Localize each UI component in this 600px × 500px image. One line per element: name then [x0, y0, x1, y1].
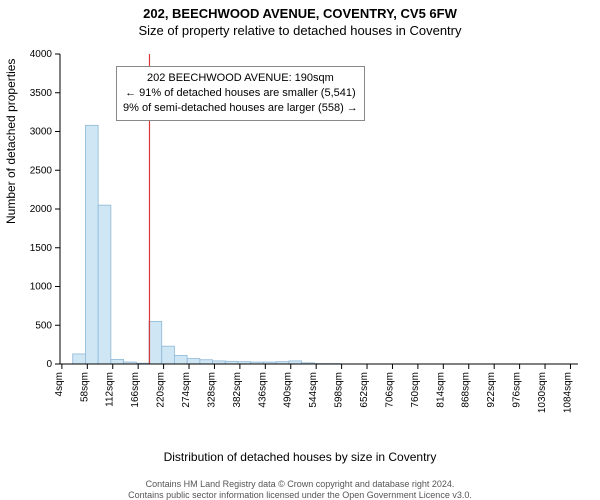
annotation-line-3: 9% of semi-detached houses are larger (5…	[123, 101, 358, 116]
svg-text:4sqm: 4sqm	[54, 372, 65, 396]
svg-text:1084sqm: 1084sqm	[562, 372, 573, 413]
svg-text:814sqm: 814sqm	[435, 372, 446, 408]
svg-text:436sqm: 436sqm	[257, 372, 268, 408]
footer-line-1: Contains HM Land Registry data © Crown c…	[0, 479, 600, 491]
svg-text:922sqm: 922sqm	[486, 372, 497, 408]
svg-text:3000: 3000	[30, 127, 53, 138]
annotation-box: 202 BEECHWOOD AVENUE: 190sqm ← 91% of de…	[116, 66, 365, 121]
svg-text:652sqm: 652sqm	[359, 372, 370, 408]
chart-area: 050010001500200025003000350040004sqm58sq…	[60, 54, 578, 394]
svg-text:166sqm: 166sqm	[130, 372, 141, 408]
svg-text:220sqm: 220sqm	[156, 372, 167, 408]
svg-text:328sqm: 328sqm	[206, 372, 217, 408]
svg-text:1500: 1500	[30, 243, 53, 254]
page-title: 202, BEECHWOOD AVENUE, COVENTRY, CV5 6FW	[0, 6, 600, 21]
svg-text:868sqm: 868sqm	[461, 372, 472, 408]
annotation-line-2: ← 91% of detached houses are smaller (5,…	[123, 86, 358, 101]
svg-text:0: 0	[46, 359, 52, 370]
svg-text:58sqm: 58sqm	[79, 372, 90, 402]
footer-line-2: Contains public sector information licen…	[0, 490, 600, 500]
svg-text:544sqm: 544sqm	[308, 372, 319, 408]
y-axis-label: Number of detached properties	[4, 59, 18, 224]
svg-text:500: 500	[35, 320, 52, 331]
svg-text:112sqm: 112sqm	[105, 372, 116, 407]
svg-text:2500: 2500	[30, 165, 53, 176]
svg-text:976sqm: 976sqm	[512, 372, 523, 408]
svg-text:1000: 1000	[30, 282, 53, 293]
svg-text:760sqm: 760sqm	[410, 372, 421, 408]
svg-text:274sqm: 274sqm	[181, 372, 192, 408]
svg-text:490sqm: 490sqm	[283, 372, 294, 408]
x-axis-caption: Distribution of detached houses by size …	[0, 450, 600, 464]
svg-text:1030sqm: 1030sqm	[537, 372, 548, 413]
svg-text:382sqm: 382sqm	[232, 372, 243, 408]
svg-text:4000: 4000	[30, 49, 53, 60]
svg-text:3500: 3500	[30, 88, 53, 99]
annotation-line-1: 202 BEECHWOOD AVENUE: 190sqm	[123, 71, 358, 86]
footer-attribution: Contains HM Land Registry data © Crown c…	[0, 479, 600, 500]
svg-text:2000: 2000	[30, 204, 53, 215]
page-subtitle: Size of property relative to detached ho…	[0, 23, 600, 38]
svg-text:598sqm: 598sqm	[334, 372, 345, 408]
svg-text:706sqm: 706sqm	[384, 372, 395, 408]
